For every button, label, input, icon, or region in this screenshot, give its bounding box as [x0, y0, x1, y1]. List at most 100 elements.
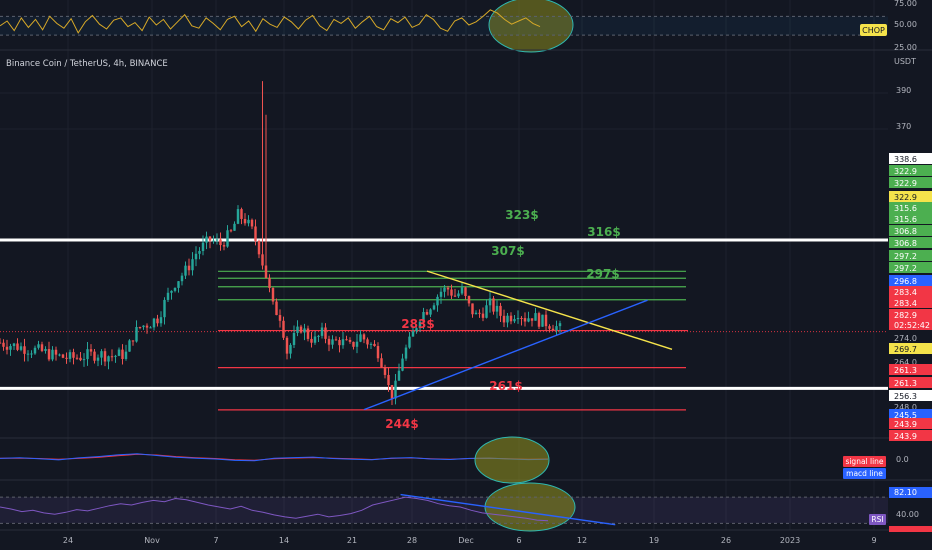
candle-body[interactable] [502, 315, 506, 323]
candle-body[interactable] [362, 334, 366, 340]
candle-body[interactable] [135, 327, 138, 342]
candle-body[interactable] [310, 338, 313, 343]
candle-body[interactable] [443, 287, 446, 292]
candle-body[interactable] [369, 343, 373, 345]
candle-body[interactable] [439, 291, 443, 297]
candle-body[interactable] [436, 296, 439, 306]
candle-body[interactable] [446, 287, 450, 290]
candle-body[interactable] [411, 331, 415, 337]
candle-body[interactable] [352, 341, 355, 347]
candle-body[interactable] [558, 323, 562, 327]
candle-body[interactable] [215, 239, 219, 241]
candle-body[interactable] [513, 319, 516, 322]
candle-body[interactable] [355, 341, 359, 347]
candle-body[interactable] [366, 339, 369, 345]
candle-body[interactable] [86, 349, 89, 360]
candle-body[interactable] [359, 334, 362, 342]
candle-body[interactable] [149, 327, 152, 329]
candle-body[interactable] [205, 236, 208, 243]
candle-body[interactable] [471, 303, 474, 315]
candle-body[interactable] [327, 338, 331, 345]
candle-body[interactable] [334, 339, 338, 341]
candle-body[interactable] [240, 209, 243, 219]
candle-body[interactable] [110, 356, 114, 358]
candle-body[interactable] [299, 326, 303, 333]
candle-body[interactable] [226, 230, 229, 247]
candle-body[interactable] [282, 320, 285, 338]
candle-body[interactable] [61, 354, 65, 358]
candle-body[interactable] [485, 305, 488, 318]
candle-body[interactable] [404, 347, 408, 359]
descending-trendline[interactable] [426, 270, 673, 350]
candle-body[interactable] [530, 318, 534, 321]
chop-panel[interactable]: CHOP [0, 0, 888, 53]
candle-body[interactable] [303, 328, 306, 333]
candle-body[interactable] [65, 357, 68, 359]
candle-body[interactable] [47, 349, 51, 360]
candle-body[interactable] [243, 218, 247, 224]
candle-body[interactable] [429, 309, 432, 315]
candle-body[interactable] [208, 236, 212, 241]
candle-body[interactable] [54, 349, 58, 355]
candle-body[interactable] [492, 298, 495, 312]
candle-body[interactable] [544, 314, 548, 327]
candle-body[interactable] [401, 358, 404, 371]
candle-body[interactable] [33, 347, 37, 354]
candle-body[interactable] [89, 349, 93, 352]
candle-body[interactable] [114, 355, 117, 357]
candle-body[interactable] [145, 325, 149, 328]
candle-body[interactable] [509, 315, 513, 322]
candle-body[interactable] [191, 259, 194, 271]
candle-body[interactable] [488, 298, 492, 306]
candle-body[interactable] [236, 209, 240, 224]
candle-body[interactable] [72, 352, 75, 358]
candle-body[interactable] [264, 265, 268, 278]
candle-body[interactable] [173, 287, 177, 291]
candle-body[interactable] [58, 354, 61, 356]
candle-body[interactable] [103, 351, 107, 362]
candle-body[interactable] [170, 290, 173, 293]
candle-body[interactable] [422, 312, 425, 322]
candle-body[interactable] [100, 351, 103, 358]
candle-body[interactable] [16, 343, 19, 350]
candle-body[interactable] [159, 317, 163, 324]
candle-body[interactable] [320, 327, 324, 336]
candle-body[interactable] [138, 327, 142, 329]
candle-body[interactable] [93, 351, 96, 361]
candle-body[interactable] [313, 336, 317, 343]
candle-body[interactable] [418, 321, 422, 329]
candle-body[interactable] [194, 253, 198, 260]
candle-body[interactable] [75, 357, 79, 359]
candle-body[interactable] [537, 313, 541, 327]
candle-body[interactable] [516, 317, 520, 320]
candle-body[interactable] [184, 265, 187, 276]
candle-body[interactable] [163, 299, 166, 318]
candle-body[interactable] [324, 327, 327, 339]
candle-body[interactable] [289, 344, 292, 354]
candle-body[interactable] [527, 318, 530, 322]
ascending-trendline[interactable] [363, 299, 648, 411]
candle-body[interactable] [341, 339, 345, 346]
candle-body[interactable] [121, 349, 124, 359]
candle-body[interactable] [292, 332, 296, 345]
candle-body[interactable] [380, 358, 383, 368]
candle-body[interactable] [534, 313, 537, 321]
candle-body[interactable] [79, 357, 82, 361]
candle-body[interactable] [0, 342, 2, 344]
candle-body[interactable] [40, 344, 44, 351]
candle-body[interactable] [541, 314, 544, 327]
candle-body[interactable] [523, 318, 527, 322]
candle-body[interactable] [432, 305, 436, 310]
candle-body[interactable] [107, 356, 110, 362]
candle-body[interactable] [5, 346, 9, 350]
candle-body[interactable] [453, 295, 457, 297]
chop-line[interactable] [0, 9, 541, 34]
candle-body[interactable] [201, 242, 205, 252]
candle-body[interactable] [415, 328, 418, 332]
candle-body[interactable] [177, 281, 180, 288]
candle-body[interactable] [261, 254, 264, 266]
candle-body[interactable] [495, 305, 499, 312]
candle-body[interactable] [555, 326, 558, 331]
candle-body[interactable] [474, 312, 478, 315]
